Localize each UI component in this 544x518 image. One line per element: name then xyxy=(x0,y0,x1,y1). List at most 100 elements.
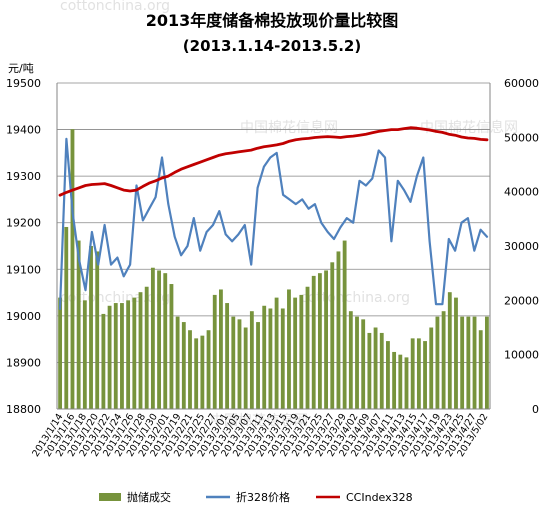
bar-volume xyxy=(429,327,434,409)
watermark-text: cottonchina.org xyxy=(300,290,410,306)
y-left-tick-label: 18800 xyxy=(6,403,41,416)
bar-volume xyxy=(175,316,180,409)
bar-volume xyxy=(379,332,384,409)
y-right-tick-label: 30000 xyxy=(504,240,539,253)
bar-volume xyxy=(447,292,452,409)
y-left-tick-label: 19400 xyxy=(6,124,41,137)
chart-subtitle: (2013.1.14-2013.5.2) xyxy=(183,37,361,55)
bar-volume xyxy=(107,305,112,409)
y-right-tick-label: 0 xyxy=(532,403,539,416)
bar-volume xyxy=(163,273,168,409)
watermark-text: cottonchina.org xyxy=(60,0,170,14)
bar-volume xyxy=(113,303,118,409)
watermark-text: 中国棉花信息网 xyxy=(240,119,338,136)
y-left-tick-label: 18900 xyxy=(6,356,41,369)
bar-volume xyxy=(144,286,149,409)
bar-volume xyxy=(404,357,409,409)
bar-volume xyxy=(392,351,397,409)
bar-volume xyxy=(311,275,316,409)
legend-label-ccindex: CCIndex328 xyxy=(346,491,413,504)
legend-item-ccindex: CCIndex328 xyxy=(316,491,413,504)
axes xyxy=(56,83,491,410)
bar-volume xyxy=(181,322,186,409)
bar-volume xyxy=(423,341,427,409)
bar-volume xyxy=(219,289,223,409)
bar-volume xyxy=(348,311,353,409)
bar-volume xyxy=(249,311,254,409)
bar-volume xyxy=(101,313,106,409)
bar-volume xyxy=(157,270,161,409)
bar-volume xyxy=(416,338,421,409)
legend: 抛储成交 折328价格 CCIndex328 xyxy=(99,490,413,504)
bar-volume xyxy=(89,246,93,409)
bar-volume xyxy=(256,322,260,409)
bar-volume xyxy=(188,330,192,409)
y-left-tick-label: 19200 xyxy=(6,217,41,230)
y-left-unit-label: 元/吨 xyxy=(8,62,34,75)
bar-volume xyxy=(305,286,310,409)
bar-volume xyxy=(342,240,347,409)
chart-title: 2013年度储备棉投放现价量比较图 xyxy=(146,11,399,30)
bar-volume xyxy=(398,354,403,409)
y-left-tick-label: 19300 xyxy=(6,170,41,183)
bar-volume xyxy=(454,297,458,409)
bar-volume xyxy=(386,341,390,409)
y-right-tick-label: 10000 xyxy=(504,349,539,362)
y-left-tick-label: 19100 xyxy=(6,263,41,276)
bar-volume xyxy=(82,300,87,409)
bar-volume xyxy=(126,300,131,409)
bar-volume xyxy=(324,270,328,409)
legend-label-volume: 抛储成交 xyxy=(127,490,171,504)
bar-volume xyxy=(299,294,304,409)
line-series-layer xyxy=(58,126,489,310)
bar-volume xyxy=(225,303,230,409)
bar-volume xyxy=(120,303,124,409)
y-right-tick-labels: 60000 50000 40000 30000 20000 10000 0 xyxy=(504,77,539,416)
line-series-ccindex xyxy=(58,126,489,197)
bar-volume xyxy=(355,316,359,409)
bar-volume xyxy=(64,226,69,409)
legend-label-price: 折328价格 xyxy=(236,490,290,504)
bar-volume xyxy=(367,332,372,409)
y-right-tick-label: 40000 xyxy=(504,186,539,199)
line-series-price xyxy=(58,137,489,310)
bar-volume xyxy=(76,240,81,409)
bar-volume xyxy=(169,284,174,409)
bar-volume xyxy=(336,251,341,409)
y-right-tick-label: 20000 xyxy=(504,294,539,307)
y-left-tick-label: 19500 xyxy=(6,77,41,90)
watermark-layer: cottonchina.org中国棉花信息网中国棉花信息网cottonchina… xyxy=(60,0,518,429)
bar-volume xyxy=(435,316,440,409)
bar-volume xyxy=(138,292,143,409)
legend-item-price: 折328价格 xyxy=(206,490,290,504)
bar-volume xyxy=(212,294,217,409)
x-tick-labels: 2013/1/142013/1/162013/1/182013/1/202013… xyxy=(30,412,490,459)
bar-volume xyxy=(194,338,199,409)
bar-volume xyxy=(243,327,248,409)
bar-volume xyxy=(231,316,236,409)
bar-volume xyxy=(287,289,291,409)
bar-volume xyxy=(280,308,285,409)
legend-item-volume: 抛储成交 xyxy=(99,490,171,504)
bar-volume xyxy=(478,330,483,409)
bar-volume xyxy=(293,297,298,409)
bar-volume xyxy=(268,308,273,409)
bar-volume xyxy=(373,327,378,409)
bar-volume xyxy=(410,338,415,409)
bar-volume xyxy=(237,319,242,409)
bar-volume xyxy=(58,297,63,409)
bar-series-volume xyxy=(58,129,489,409)
bar-volume xyxy=(206,330,211,409)
bar-volume xyxy=(150,267,155,409)
bar-volume xyxy=(466,316,471,409)
bar-volume xyxy=(95,251,100,409)
bar-volume xyxy=(70,129,75,409)
bar-volume xyxy=(460,316,465,409)
bar-volume xyxy=(484,316,489,409)
bar-volume xyxy=(317,273,322,409)
bar-volume xyxy=(262,305,267,409)
bar-volume xyxy=(132,297,137,409)
bar-volume xyxy=(200,335,205,409)
